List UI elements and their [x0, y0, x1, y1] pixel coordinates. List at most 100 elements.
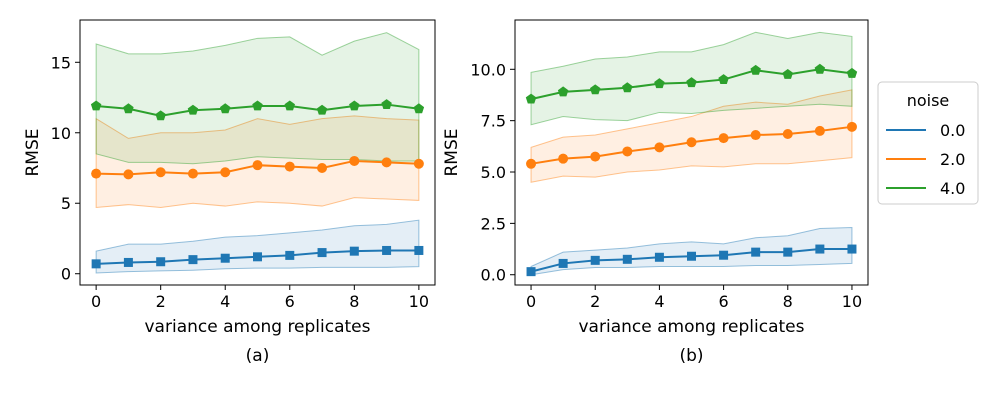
point-b-series-1-9: [814, 125, 825, 136]
xtick-label-a-3: 6: [285, 292, 295, 311]
legend-entry-0: 0.0: [940, 121, 965, 140]
xtick-label-a-0: 0: [91, 292, 101, 311]
point-b-series-0-5: [687, 251, 696, 261]
point-a-series-2-3: [187, 104, 199, 115]
point-b-series-2-6: [718, 74, 729, 85]
point-a-series-2-4: [220, 103, 231, 114]
band-b-series-0: [530, 226, 853, 276]
ytick-label-a-2: 10: [51, 124, 71, 143]
point-a-series-2-6: [284, 100, 295, 111]
point-a-series-2-7: [316, 104, 328, 115]
point-a-series-0-7: [317, 248, 327, 258]
chart-panel-b: 0 2 4 6 8 10 0.0 2.5 5.0 7.5 10.0 variance among re…: [442, 19, 869, 366]
x-axis-label-a: variance among replicates: [145, 317, 371, 337]
xtick-label-b-1: 2: [590, 292, 600, 311]
point-b-series-1-3: [622, 146, 633, 157]
point-a-series-2-5: [252, 100, 263, 111]
point-a-series-1-0: [91, 168, 102, 179]
point-a-series-2-0: [90, 100, 102, 111]
panel-caption-b: (b): [679, 346, 703, 366]
point-b-series-2-9: [814, 63, 826, 74]
point-a-series-0-10: [414, 245, 424, 255]
point-a-series-2-1: [123, 103, 134, 114]
ytick-label-b-2: 5.0: [481, 163, 506, 182]
point-a-series-2-9: [381, 99, 392, 110]
x-axis-label-b: variance among replicates: [579, 317, 805, 337]
point-b-series-1-0: [526, 158, 537, 169]
point-a-series-2-2: [155, 110, 166, 121]
point-a-series-2-10: [413, 103, 425, 114]
xtick-label-a-2: 4: [220, 292, 230, 311]
point-b-series-2-3: [622, 82, 633, 93]
point-b-series-1-10: [846, 121, 857, 132]
point-b-series-0-6: [719, 250, 729, 260]
point-b-series-2-7: [750, 64, 761, 75]
point-b-series-0-2: [590, 255, 600, 265]
legend-title: noise: [907, 91, 950, 110]
point-b-series-2-2: [590, 84, 601, 95]
point-b-series-1-5: [686, 137, 697, 148]
point-b-series-1-8: [782, 129, 793, 140]
point-b-series-2-10: [846, 67, 858, 78]
xtick-label-a-1: 2: [156, 292, 166, 311]
legend: noise 0.0 2.0 4.0: [877, 81, 979, 205]
band-a-series-0: [95, 219, 420, 274]
chart-panel-a: 0 2 4 6 8 10 0 5 10 15 variance among replicates RM…: [23, 19, 436, 366]
point-b-series-0-0: [526, 267, 536, 277]
point-b-series-0-1: [558, 258, 568, 268]
point-a-series-1-4: [220, 167, 231, 178]
point-a-series-1-10: [413, 158, 424, 169]
xtick-label-b-4: 8: [783, 292, 793, 311]
point-b-series-2-4: [654, 78, 665, 89]
band-a-series-2: [95, 32, 420, 165]
point-a-series-0-1: [123, 257, 133, 267]
point-b-series-0-7: [751, 247, 761, 257]
panel-caption-a: (a): [246, 346, 270, 366]
point-a-series-1-2: [155, 167, 166, 178]
point-a-series-0-0: [91, 259, 101, 269]
ytick-label-b-3: 7.5: [481, 112, 506, 131]
point-b-series-2-8: [782, 68, 793, 79]
band-b-series-1: [530, 89, 853, 183]
point-a-series-0-8: [349, 246, 359, 256]
ytick-label-b-0: 0.0: [481, 266, 506, 285]
point-b-series-0-10: [847, 244, 857, 254]
plot-frame-b: [514, 19, 869, 286]
xtick-label-a-5: 10: [409, 292, 429, 311]
point-a-series-1-9: [381, 157, 392, 168]
ytick-label-a-3: 15: [51, 53, 71, 72]
point-b-series-1-1: [558, 153, 569, 164]
point-b-series-2-1: [557, 86, 569, 97]
point-a-series-1-1: [123, 169, 134, 180]
y-axis-label-b: RMSE: [442, 128, 462, 176]
point-a-series-0-9: [382, 245, 392, 255]
xtick-label-b-5: 10: [842, 292, 862, 311]
point-a-series-1-8: [349, 155, 360, 166]
point-a-series-0-4: [220, 253, 230, 263]
legend-frame: [877, 81, 979, 205]
point-b-series-0-3: [622, 254, 632, 264]
point-b-series-0-9: [815, 244, 825, 254]
xtick-label-a-4: 8: [349, 292, 359, 311]
point-a-series-0-3: [188, 255, 198, 265]
legend-entry-2: 4.0: [940, 179, 965, 198]
ytick-label-b-4: 10.0: [470, 60, 506, 79]
point-a-series-0-6: [285, 250, 295, 260]
point-b-series-2-0: [525, 93, 537, 104]
plot-frame-a: [79, 19, 436, 286]
xtick-label-b-2: 4: [654, 292, 664, 311]
point-b-series-0-4: [654, 252, 664, 262]
point-b-series-1-7: [750, 130, 761, 141]
point-b-series-1-6: [718, 133, 729, 144]
point-b-series-1-4: [654, 142, 665, 153]
xtick-label-b-3: 6: [718, 292, 728, 311]
ytick-label-a-0: 0: [61, 265, 71, 284]
ytick-label-a-1: 5: [61, 194, 71, 213]
point-b-series-0-8: [783, 247, 793, 257]
point-b-series-2-5: [686, 77, 697, 88]
point-b-series-1-2: [590, 151, 601, 162]
ytick-label-b-1: 2.5: [481, 214, 506, 233]
point-a-series-1-6: [284, 161, 295, 172]
y-axis-label-a: RMSE: [23, 128, 43, 176]
